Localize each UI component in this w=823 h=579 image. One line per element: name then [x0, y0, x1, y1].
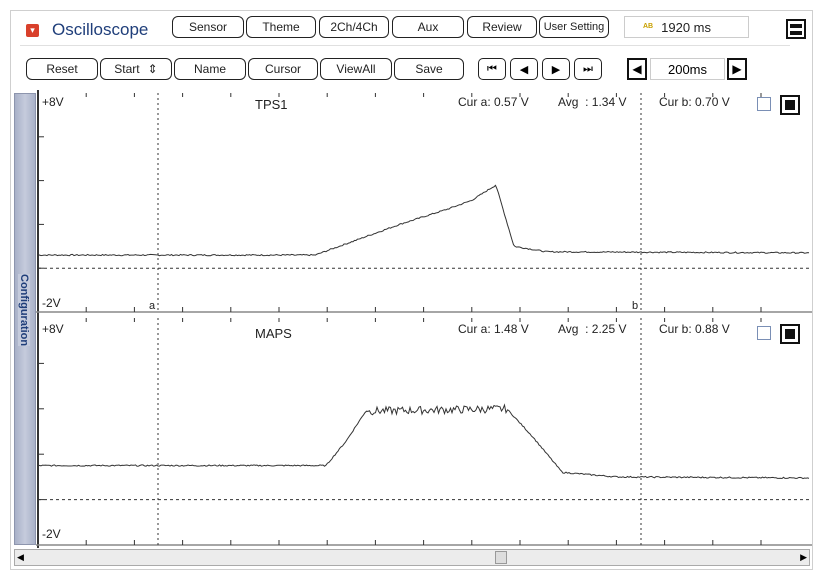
divider — [20, 45, 790, 46]
scrollbar-thumb[interactable] — [495, 551, 507, 564]
app-title: Oscilloscope — [52, 20, 149, 39]
review-button[interactable]: Review — [467, 16, 537, 38]
user-setting-button[interactable]: User Setting — [539, 16, 609, 38]
viewall-button[interactable]: ViewAll — [320, 58, 392, 80]
record-time: 1920 ms — [661, 19, 711, 35]
ch2-avg: Avg : 2.25 V — [558, 322, 627, 336]
prev-icon[interactable]: ◀ — [510, 58, 538, 80]
ch1-checkbox[interactable] — [757, 97, 771, 111]
next-icon[interactable]: ▶ — [542, 58, 570, 80]
ch1-max-label: +8V — [42, 95, 64, 109]
ch2-cur-a: Cur a: 1.48 V — [458, 322, 529, 336]
last-icon[interactable]: ⏭ — [574, 58, 602, 80]
trace-maps — [37, 403, 810, 480]
scope-plot[interactable] — [36, 90, 812, 548]
first-icon[interactable]: ⏮ — [478, 58, 506, 80]
ch1-cur-b: Cur b: 0.70 V — [659, 95, 730, 109]
ab-icon: AB — [643, 23, 654, 30]
ch1-select-icon[interactable] — [780, 95, 800, 115]
ch1-name: TPS1 — [255, 97, 288, 112]
start-select[interactable]: Start ⇕ — [100, 58, 172, 80]
ch2-cur-b: Cur b: 0.88 V — [659, 322, 730, 336]
ch2-checkbox[interactable] — [757, 326, 771, 340]
name-button[interactable]: Name — [174, 58, 246, 80]
record-time-display: AB 1920 ms — [624, 16, 749, 38]
theme-button[interactable]: Theme — [246, 16, 316, 38]
ch1-avg: Avg : 1.34 V — [558, 95, 627, 109]
scroll-right-icon[interactable]: ▶ — [800, 552, 807, 562]
sensor-button[interactable]: Sensor — [172, 16, 244, 38]
save-button[interactable]: Save — [394, 58, 464, 80]
cursor-b-label: b — [632, 300, 639, 312]
time-div-value: 200ms — [650, 58, 725, 80]
trace-tps1 — [37, 184, 810, 257]
ch2-min-label: -2V — [42, 527, 61, 541]
horizontal-scrollbar[interactable]: ◀ ▶ — [14, 549, 810, 566]
ch2-select-icon[interactable] — [780, 324, 800, 344]
aux-button[interactable]: Aux — [392, 16, 464, 38]
scroll-left-icon[interactable]: ◀ — [17, 552, 24, 562]
start-label: Start — [114, 62, 140, 76]
configuration-tab[interactable]: Configuration — [14, 93, 36, 545]
ch2-name: MAPS — [255, 326, 292, 341]
cursor-button[interactable]: Cursor — [248, 58, 318, 80]
channel-mode-button[interactable]: 2Ch/4Ch — [319, 16, 389, 38]
ch1-cur-a: Cur a: 0.57 V — [458, 95, 529, 109]
menu-icon[interactable] — [786, 19, 806, 39]
ch1-min-label: -2V — [42, 296, 61, 310]
reset-button[interactable]: Reset — [26, 58, 98, 80]
configuration-label: Configuration — [18, 274, 30, 347]
time-div-decrease-button[interactable]: ◀ — [627, 58, 647, 80]
time-div-increase-button[interactable]: ▶ — [727, 58, 747, 80]
cursor-a-label: a — [149, 300, 156, 312]
ch2-max-label: +8V — [42, 322, 64, 336]
collapse-icon[interactable]: ▾ — [26, 24, 39, 37]
updown-icon: ⇕ — [147, 62, 158, 76]
